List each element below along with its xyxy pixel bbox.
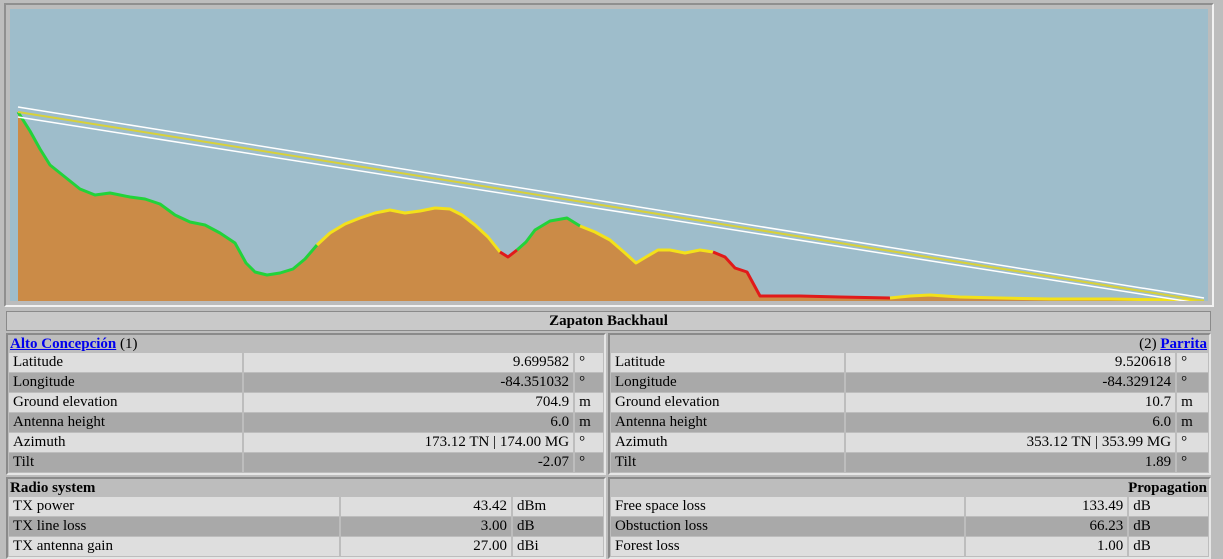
row-label: Ground elevation [611, 393, 845, 412]
row-value: 27.00 [341, 537, 511, 556]
row-value: 353.12 TN | 353.99 MG [846, 433, 1176, 452]
row-label: Longitude [611, 373, 845, 392]
row-value: 6.0 [244, 413, 574, 432]
row-unit: dB [1129, 497, 1208, 516]
terrain-area [18, 112, 1204, 301]
radio-system-title: Radio system [10, 480, 96, 496]
row-label: Obstuction loss [611, 517, 964, 536]
link-title: Zapaton Backhaul [6, 311, 1211, 331]
row-value: -84.351032 [244, 373, 574, 392]
table-row: Ground elevation 10.7 m [610, 393, 1209, 413]
row-unit: m [575, 413, 603, 432]
table-row: Antenna height 6.0 m [8, 413, 604, 433]
site-b-table: Latitude 9.520618 ° Longitude -84.329124 ° Gro… [610, 353, 1209, 473]
row-unit: ° [1177, 353, 1208, 372]
table-row: Ground elevation 704.9 m [8, 393, 604, 413]
row-label: TX power [9, 497, 339, 516]
table-row: Tilt -2.07 ° [8, 453, 604, 473]
table-row: TX line loss 3.00 dB [8, 517, 604, 537]
row-label: Latitude [9, 353, 243, 372]
row-label: Longitude [9, 373, 243, 392]
table-row: Free space loss 133.49 dB [610, 497, 1209, 517]
row-unit: dBi [513, 537, 603, 556]
row-unit: m [575, 393, 603, 412]
row-label: Free space loss [611, 497, 964, 516]
site-a-table: Latitude 9.699582 ° Longitude -84.351032 ° Gro… [8, 353, 604, 473]
table-row: TX antenna gain 27.00 dBi [8, 537, 604, 557]
row-label: Antenna height [611, 413, 845, 432]
row-label: TX line loss [9, 517, 339, 536]
table-row: Forest loss 1.00 dB [610, 537, 1209, 557]
row-value: 6.0 [846, 413, 1176, 432]
row-unit: dB [513, 517, 603, 536]
propagation-panel: Propagation Free space loss 133.49 dB Obstu… [608, 477, 1211, 559]
row-value: -2.07 [244, 453, 574, 472]
row-unit: ° [575, 353, 603, 372]
site-a-header: Alto Concepción (1) [8, 335, 604, 353]
fresnel-zone [17, 106, 1205, 301]
site-b-index: (2) [1139, 336, 1157, 352]
site-b-panel: (2) Parrita Latitude 9.520618 ° Longitude -8… [608, 333, 1211, 475]
row-label: TX antenna gain [9, 537, 339, 556]
row-value: -84.329124 [846, 373, 1176, 392]
table-row: Antenna height 6.0 m [610, 413, 1209, 433]
row-label: Antenna height [9, 413, 243, 432]
table-row: Latitude 9.520618 ° [610, 353, 1209, 373]
row-value: 1.89 [846, 453, 1176, 472]
row-value: 9.699582 [244, 353, 574, 372]
row-label: Forest loss [611, 537, 964, 556]
row-label: Tilt [611, 453, 845, 472]
row-label: Latitude [611, 353, 845, 372]
row-value: 133.49 [965, 497, 1128, 516]
propagation-title: Propagation [1128, 480, 1207, 496]
row-unit: dB [1129, 517, 1208, 536]
row-value: 66.23 [965, 517, 1128, 536]
table-row: Tilt 1.89 ° [610, 453, 1209, 473]
radio-system-panel: Radio system TX power 43.42 dBm TX line los… [6, 477, 606, 559]
path-profile-panel [4, 3, 1214, 307]
table-row: Longitude -84.329124 ° [610, 373, 1209, 393]
row-unit: ° [575, 453, 603, 472]
site-b-link[interactable]: Parrita [1160, 336, 1207, 352]
row-value: 9.520618 [846, 353, 1176, 372]
propagation-table: Free space loss 133.49 dB Obstuction loss 66… [610, 497, 1209, 557]
row-label: Tilt [9, 453, 243, 472]
clearance-overlay [16, 111, 1205, 301]
site-a-link[interactable]: Alto Concepción [10, 336, 117, 352]
row-value: 173.12 TN | 174.00 MG [244, 433, 574, 452]
row-value: 10.7 [846, 393, 1176, 412]
row-unit: dBm [513, 497, 603, 516]
site-a-index: (1) [120, 336, 138, 352]
row-unit: ° [575, 373, 603, 392]
row-unit: m [1177, 393, 1208, 412]
table-row: TX power 43.42 dBm [8, 497, 604, 517]
table-row: Longitude -84.351032 ° [8, 373, 604, 393]
radio-system-table: TX power 43.42 dBm TX line loss 3.00 dB TX ant… [8, 497, 604, 557]
row-label: Azimuth [9, 433, 243, 452]
row-value: 704.9 [244, 393, 574, 412]
row-value: 1.00 [965, 537, 1128, 556]
row-unit: ° [1177, 373, 1208, 392]
table-row: Obstuction loss 66.23 dB [610, 517, 1209, 537]
row-unit: ° [1177, 453, 1208, 472]
table-row: Azimuth 173.12 TN | 174.00 MG ° [8, 433, 604, 453]
row-unit: ° [1177, 433, 1208, 452]
row-value: 43.42 [341, 497, 511, 516]
row-value: 3.00 [341, 517, 511, 536]
row-unit: dB [1129, 537, 1208, 556]
site-a-panel: Alto Concepción (1) Latitude 9.699582 ° Lon… [6, 333, 606, 475]
table-row: Latitude 9.699582 ° [8, 353, 604, 373]
row-unit: m [1177, 413, 1208, 432]
row-unit: ° [575, 433, 603, 452]
line-of-sight [17, 111, 1205, 301]
path-profile-chart [10, 9, 1208, 301]
site-b-header: (2) Parrita [610, 335, 1209, 353]
table-row: Azimuth 353.12 TN | 353.99 MG ° [610, 433, 1209, 453]
row-label: Ground elevation [9, 393, 243, 412]
row-label: Azimuth [611, 433, 845, 452]
